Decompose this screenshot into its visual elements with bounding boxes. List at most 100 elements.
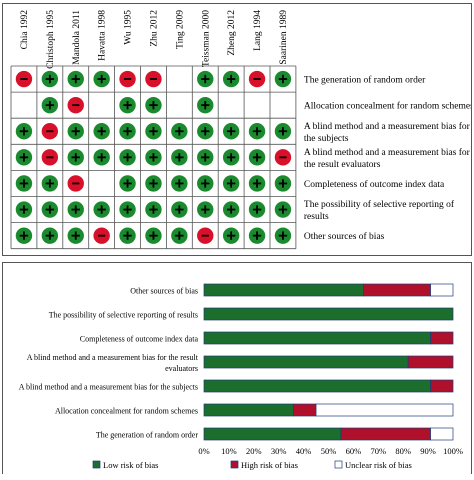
low-risk-icon [274,201,292,218]
low-risk-icon [67,227,84,244]
domain-label: the subjects [304,134,349,144]
bar-segment-low [203,403,294,417]
high-risk-icon [274,149,292,166]
category-label: Completeness of outcome index data [80,335,199,344]
low-risk-icon [171,123,188,140]
study-label: Ting 2009 [175,10,185,49]
low-risk-icon [222,175,240,192]
x-tick-label: 30% [271,446,287,456]
domain-label: the result evaluators [304,160,381,170]
low-risk-icon [67,70,84,88]
low-risk-icon [119,149,136,166]
low-risk-icon [171,175,188,192]
x-tick-label: 90% [420,446,436,456]
low-risk-icon [171,227,188,244]
low-risk-icon [248,149,266,166]
low-risk-icon [41,96,59,114]
risk-of-bias-summary-panel: Chia 1992 Christoph 1995 Mandola 2011 Havat… [2,3,474,256]
low-risk-icon [15,123,33,140]
low-risk-icon [197,123,214,140]
category-label: A blind method and a measurement bias fo… [27,353,199,362]
study-label: Zhu 2012 [149,10,159,47]
high-risk-icon [15,70,33,88]
x-tick-label: 70% [371,446,387,456]
bar-segment-high [430,331,454,345]
high-risk-icon [197,227,214,244]
legend-swatch [334,460,343,469]
low-risk-icon [274,70,292,88]
bar-segment-low [203,379,431,393]
study-label: Havatta 1998 [98,10,108,61]
low-risk-icon [119,227,136,244]
legend-swatch [230,460,239,469]
high-risk-icon [41,149,59,166]
low-risk-icon [222,201,240,218]
bar-segment-unclear [430,283,454,297]
low-risk-icon [197,175,214,192]
low-risk-icon [41,70,59,88]
bar-segment-high [363,283,431,297]
high-risk-icon [41,123,59,140]
bar-segment-high [407,355,454,369]
low-risk-icon [197,70,214,88]
low-risk-icon [274,227,292,244]
low-risk-icon [248,201,266,218]
low-risk-icon [248,175,266,192]
low-risk-icon [248,123,266,140]
bar-segment-unclear [315,403,454,417]
bar-segment-high [293,403,317,417]
low-risk-icon [222,70,240,88]
high-risk-icon [67,96,84,114]
low-risk-icon [145,175,162,192]
domain-label: The generation of random order [304,75,426,86]
legend-label: Low risk of bias [103,460,158,470]
domain-label: The possibility of selective reporting o… [304,199,455,210]
x-tick-label: 20% [246,446,262,456]
low-risk-icon [145,123,162,140]
x-tick-label: 50% [321,446,337,456]
study-label: Mandola 2011 [72,10,82,65]
legend-swatch [92,460,101,469]
study-label: Saarinen 1989 [279,10,289,65]
low-risk-icon [15,227,33,244]
high-risk-icon [145,70,162,88]
category-label: A blind method and a measurement bias fo… [19,383,198,392]
low-risk-icon [119,201,136,218]
low-risk-icon [119,96,136,114]
study-label: Christoph 1995 [46,10,56,69]
low-risk-icon [67,123,84,140]
low-risk-icon [145,201,162,218]
low-risk-icon [119,123,136,140]
bar-segment-high [340,427,431,441]
high-risk-icon [248,70,266,88]
low-risk-icon [145,227,162,244]
low-risk-icon [93,201,110,218]
bar-segment-low [203,307,454,321]
low-risk-icon [15,175,33,192]
x-tick-label: 100% [443,446,463,456]
risk-of-bias-graph-panel: Other sources of bias The possibility of … [2,262,472,474]
x-tick-label: 10% [221,446,237,456]
low-risk-icon [222,227,240,244]
low-risk-icon [93,70,110,88]
low-risk-icon [171,149,188,166]
x-tick-label: 60% [346,446,362,456]
risk-of-bias-summary-table: Chia 1992 Christoph 1995 Mandola 2011 Havat… [10,10,474,250]
category-label: Other sources of bias [130,287,198,296]
low-risk-icon [93,149,110,166]
low-risk-icon [15,149,33,166]
low-risk-icon [222,149,240,166]
bar-segment-low [203,331,431,345]
low-risk-icon [67,201,84,218]
low-risk-icon [41,227,59,244]
risk-of-bias-bar-chart: Other sources of bias The possibility of … [19,283,463,470]
domain-label: Completeness of outcome index data [304,179,445,190]
low-risk-icon [67,149,84,166]
study-label: Wu 1995 [124,10,134,45]
low-risk-icon [248,227,266,244]
legend-label: Unclear risk of bias [345,460,412,470]
low-risk-icon [41,175,59,192]
study-label: Chia 1992 [20,10,30,50]
low-risk-icon [222,123,240,140]
bar-segment-low [203,427,342,441]
